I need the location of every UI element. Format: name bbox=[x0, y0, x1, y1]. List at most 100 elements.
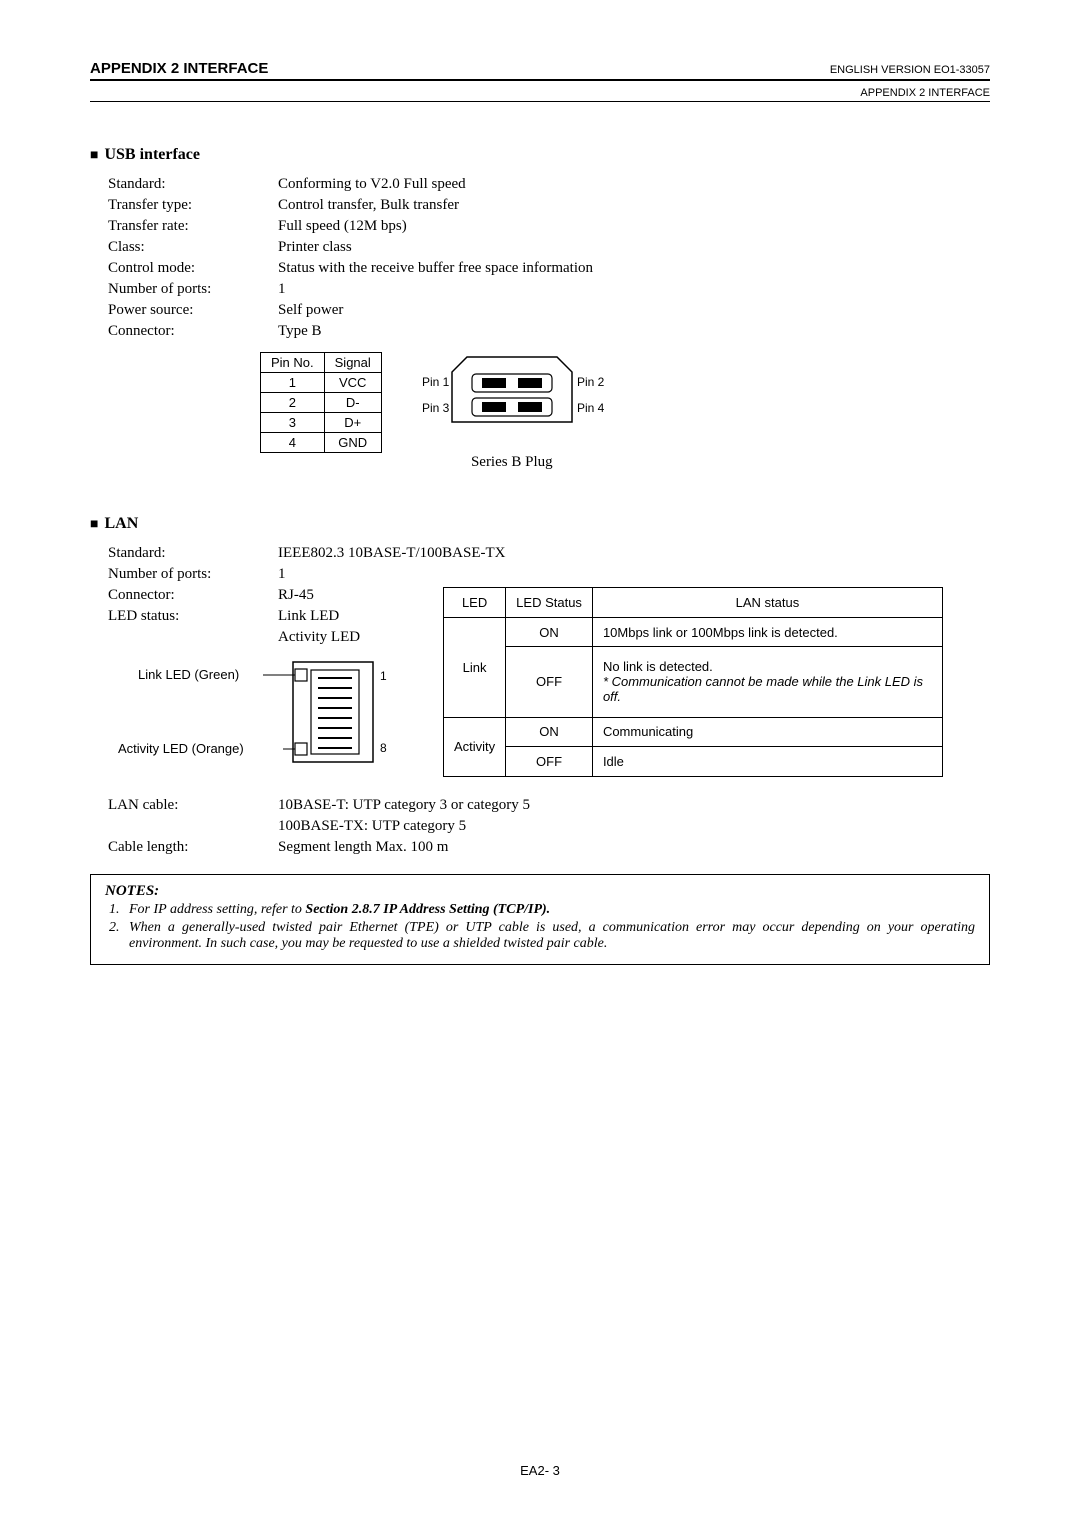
spec-value: Type B bbox=[278, 323, 990, 340]
activity-led-label: Activity LED (Orange) bbox=[118, 741, 244, 756]
spec-row: Connector:Type B bbox=[108, 323, 990, 340]
led-desc-italic: * Communication cannot be made while the… bbox=[603, 674, 923, 704]
notes-num: 2. bbox=[109, 920, 129, 952]
notes-box: NOTES: 1. For IP address setting, refer … bbox=[90, 874, 990, 965]
bullet-icon: ■ bbox=[90, 517, 98, 532]
connector-label: Connector: bbox=[108, 587, 278, 604]
spec-value: 1 bbox=[278, 566, 990, 583]
notes-item: 2. When a generally-used twisted pair Et… bbox=[109, 920, 975, 952]
led-cell: ON bbox=[506, 617, 593, 647]
spec-label: Connector: bbox=[108, 323, 278, 340]
lan-ledstatus-row2: Activity LED bbox=[108, 629, 443, 646]
spec-label: Class: bbox=[108, 239, 278, 256]
usb-connector-area: Pin No.Signal 1VCC 2D- 3D+ 4GND Pin 1 Pi… bbox=[260, 352, 990, 471]
header-rule-thin bbox=[90, 101, 990, 102]
spec-label: LAN cable: bbox=[108, 797, 278, 814]
led-cell: 10Mbps link or 100Mbps link is detected. bbox=[592, 617, 942, 647]
header-right-sub: APPENDIX 2 INTERFACE bbox=[90, 87, 990, 99]
lan-ledstatus-row: LED status: Link LED bbox=[108, 608, 443, 625]
notes-num: 1. bbox=[109, 902, 129, 918]
ledstatus-value: Link LED bbox=[278, 608, 443, 625]
spec-label bbox=[108, 818, 278, 835]
spec-label: Number of ports: bbox=[108, 281, 278, 298]
lan-section: ■ LAN Standard:IEEE802.3 10BASE-T/100BASE… bbox=[90, 515, 990, 965]
spec-row: Number of ports:1 bbox=[108, 281, 990, 298]
spec-row: Transfer type:Control transfer, Bulk tra… bbox=[108, 197, 990, 214]
lan-led-table: LED LED Status LAN status Link ON 10Mbps… bbox=[443, 587, 943, 777]
spec-value: IEEE802.3 10BASE-T/100BASE-TX bbox=[278, 545, 990, 562]
spec-value: Status with the receive buffer free spac… bbox=[278, 260, 990, 277]
spec-label: Transfer rate: bbox=[108, 218, 278, 235]
spec-row: Standard:IEEE802.3 10BASE-T/100BASE-TX bbox=[108, 545, 990, 562]
spec-row: Class:Printer class bbox=[108, 239, 990, 256]
spec-value: Self power bbox=[278, 302, 990, 319]
led-cell: Activity bbox=[444, 717, 506, 776]
rj45-svg: 1 8 Link LED (Green) Activity LED (Orang… bbox=[108, 652, 428, 772]
rj45-pin1: 1 bbox=[380, 669, 387, 683]
lan-title-text: LAN bbox=[104, 515, 138, 532]
page-header: APPENDIX 2 INTERFACE ENGLISH VERSION EO1… bbox=[90, 60, 990, 77]
spec-value: Segment length Max. 100 m bbox=[278, 839, 990, 856]
spec-label: Control mode: bbox=[108, 260, 278, 277]
rj45-diagram: 1 8 Link LED (Green) Activity LED (Orang… bbox=[108, 652, 443, 777]
pin4-label: Pin 4 bbox=[577, 401, 605, 415]
plug-caption: Series B Plug bbox=[471, 454, 553, 471]
pin1-label: Pin 1 bbox=[422, 375, 450, 389]
header-right-top: ENGLISH VERSION EO1-33057 bbox=[830, 64, 990, 76]
link-led-label: Link LED (Green) bbox=[138, 667, 239, 682]
ledstatus-label: LED status: bbox=[108, 608, 278, 625]
pin-cell: D- bbox=[324, 393, 381, 413]
notes-list: 1. For IP address setting, refer to Sect… bbox=[109, 902, 975, 952]
connector-value: RJ-45 bbox=[278, 587, 443, 604]
spec-row: LAN cable:10BASE-T: UTP category 3 or ca… bbox=[108, 797, 990, 814]
spec-value: 100BASE-TX: UTP category 5 bbox=[278, 818, 990, 835]
led-th: LED bbox=[444, 588, 506, 618]
spec-row: Number of ports:1 bbox=[108, 566, 990, 583]
led-th: LAN status bbox=[592, 588, 942, 618]
spec-row: Power source:Self power bbox=[108, 302, 990, 319]
header-left: APPENDIX 2 INTERFACE bbox=[90, 60, 268, 77]
pin-cell: 2 bbox=[261, 393, 325, 413]
notes-title: NOTES: bbox=[105, 883, 975, 900]
spec-value: 10BASE-T: UTP category 3 or category 5 bbox=[278, 797, 990, 814]
lan-top-row: Connector: RJ-45 LED status: Link LED Ac… bbox=[108, 587, 990, 777]
usb-specs: Standard:Conforming to V2.0 Full speedTr… bbox=[108, 176, 990, 340]
spec-value: Printer class bbox=[278, 239, 990, 256]
pin-cell: 4 bbox=[261, 433, 325, 453]
rj45-pin8: 8 bbox=[380, 741, 387, 755]
bullet-icon: ■ bbox=[90, 148, 98, 163]
usb-pin-table: Pin No.Signal 1VCC 2D- 3D+ 4GND bbox=[260, 352, 382, 453]
spec-label: Power source: bbox=[108, 302, 278, 319]
spec-label: Standard: bbox=[108, 176, 278, 193]
page-footer: EA2- 3 bbox=[0, 1463, 1080, 1478]
pin-header-no: Pin No. bbox=[261, 353, 325, 373]
notes-item: 1. For IP address setting, refer to Sect… bbox=[109, 902, 975, 918]
led-cell: Idle bbox=[592, 747, 942, 777]
led-cell: ON bbox=[506, 717, 593, 747]
header-rule-thick bbox=[90, 79, 990, 81]
notes-text: For IP address setting, refer to Section… bbox=[129, 902, 550, 918]
spec-value: 1 bbox=[278, 281, 990, 298]
spec-row: Transfer rate:Full speed (12M bps) bbox=[108, 218, 990, 235]
spec-value: Control transfer, Bulk transfer bbox=[278, 197, 990, 214]
led-desc-part1: No link is detected. bbox=[603, 659, 713, 674]
notes-bold: Section 2.8.7 IP Address Setting (TCP/IP… bbox=[305, 902, 550, 917]
led-cell: OFF bbox=[506, 647, 593, 717]
pin-cell: 1 bbox=[261, 373, 325, 393]
pin3-label: Pin 3 bbox=[422, 401, 450, 415]
usb-section: ■USB interface Standard:Conforming to V2… bbox=[90, 146, 990, 471]
lan-specs-bottom: LAN cable:10BASE-T: UTP category 3 or ca… bbox=[108, 797, 990, 856]
ledstatus-value2: Activity LED bbox=[278, 629, 443, 646]
usb-plug-diagram: Pin 1 Pin 2 Pin 3 Pin 4 Series B Plug bbox=[412, 352, 612, 471]
spec-row: Control mode:Status with the receive buf… bbox=[108, 260, 990, 277]
pin-cell: GND bbox=[324, 433, 381, 453]
notes-text: When a generally-used twisted pair Ether… bbox=[129, 920, 975, 952]
pin-cell: 3 bbox=[261, 413, 325, 433]
spacer bbox=[108, 629, 278, 646]
lan-body: Standard:IEEE802.3 10BASE-T/100BASE-TX Nu… bbox=[108, 545, 990, 856]
spec-row: Cable length:Segment length Max. 100 m bbox=[108, 839, 990, 856]
usb-title: ■USB interface bbox=[90, 146, 990, 164]
lan-left-col: Connector: RJ-45 LED status: Link LED Ac… bbox=[108, 587, 443, 777]
led-cell: Link bbox=[444, 617, 506, 717]
pin-header-signal: Signal bbox=[324, 353, 381, 373]
